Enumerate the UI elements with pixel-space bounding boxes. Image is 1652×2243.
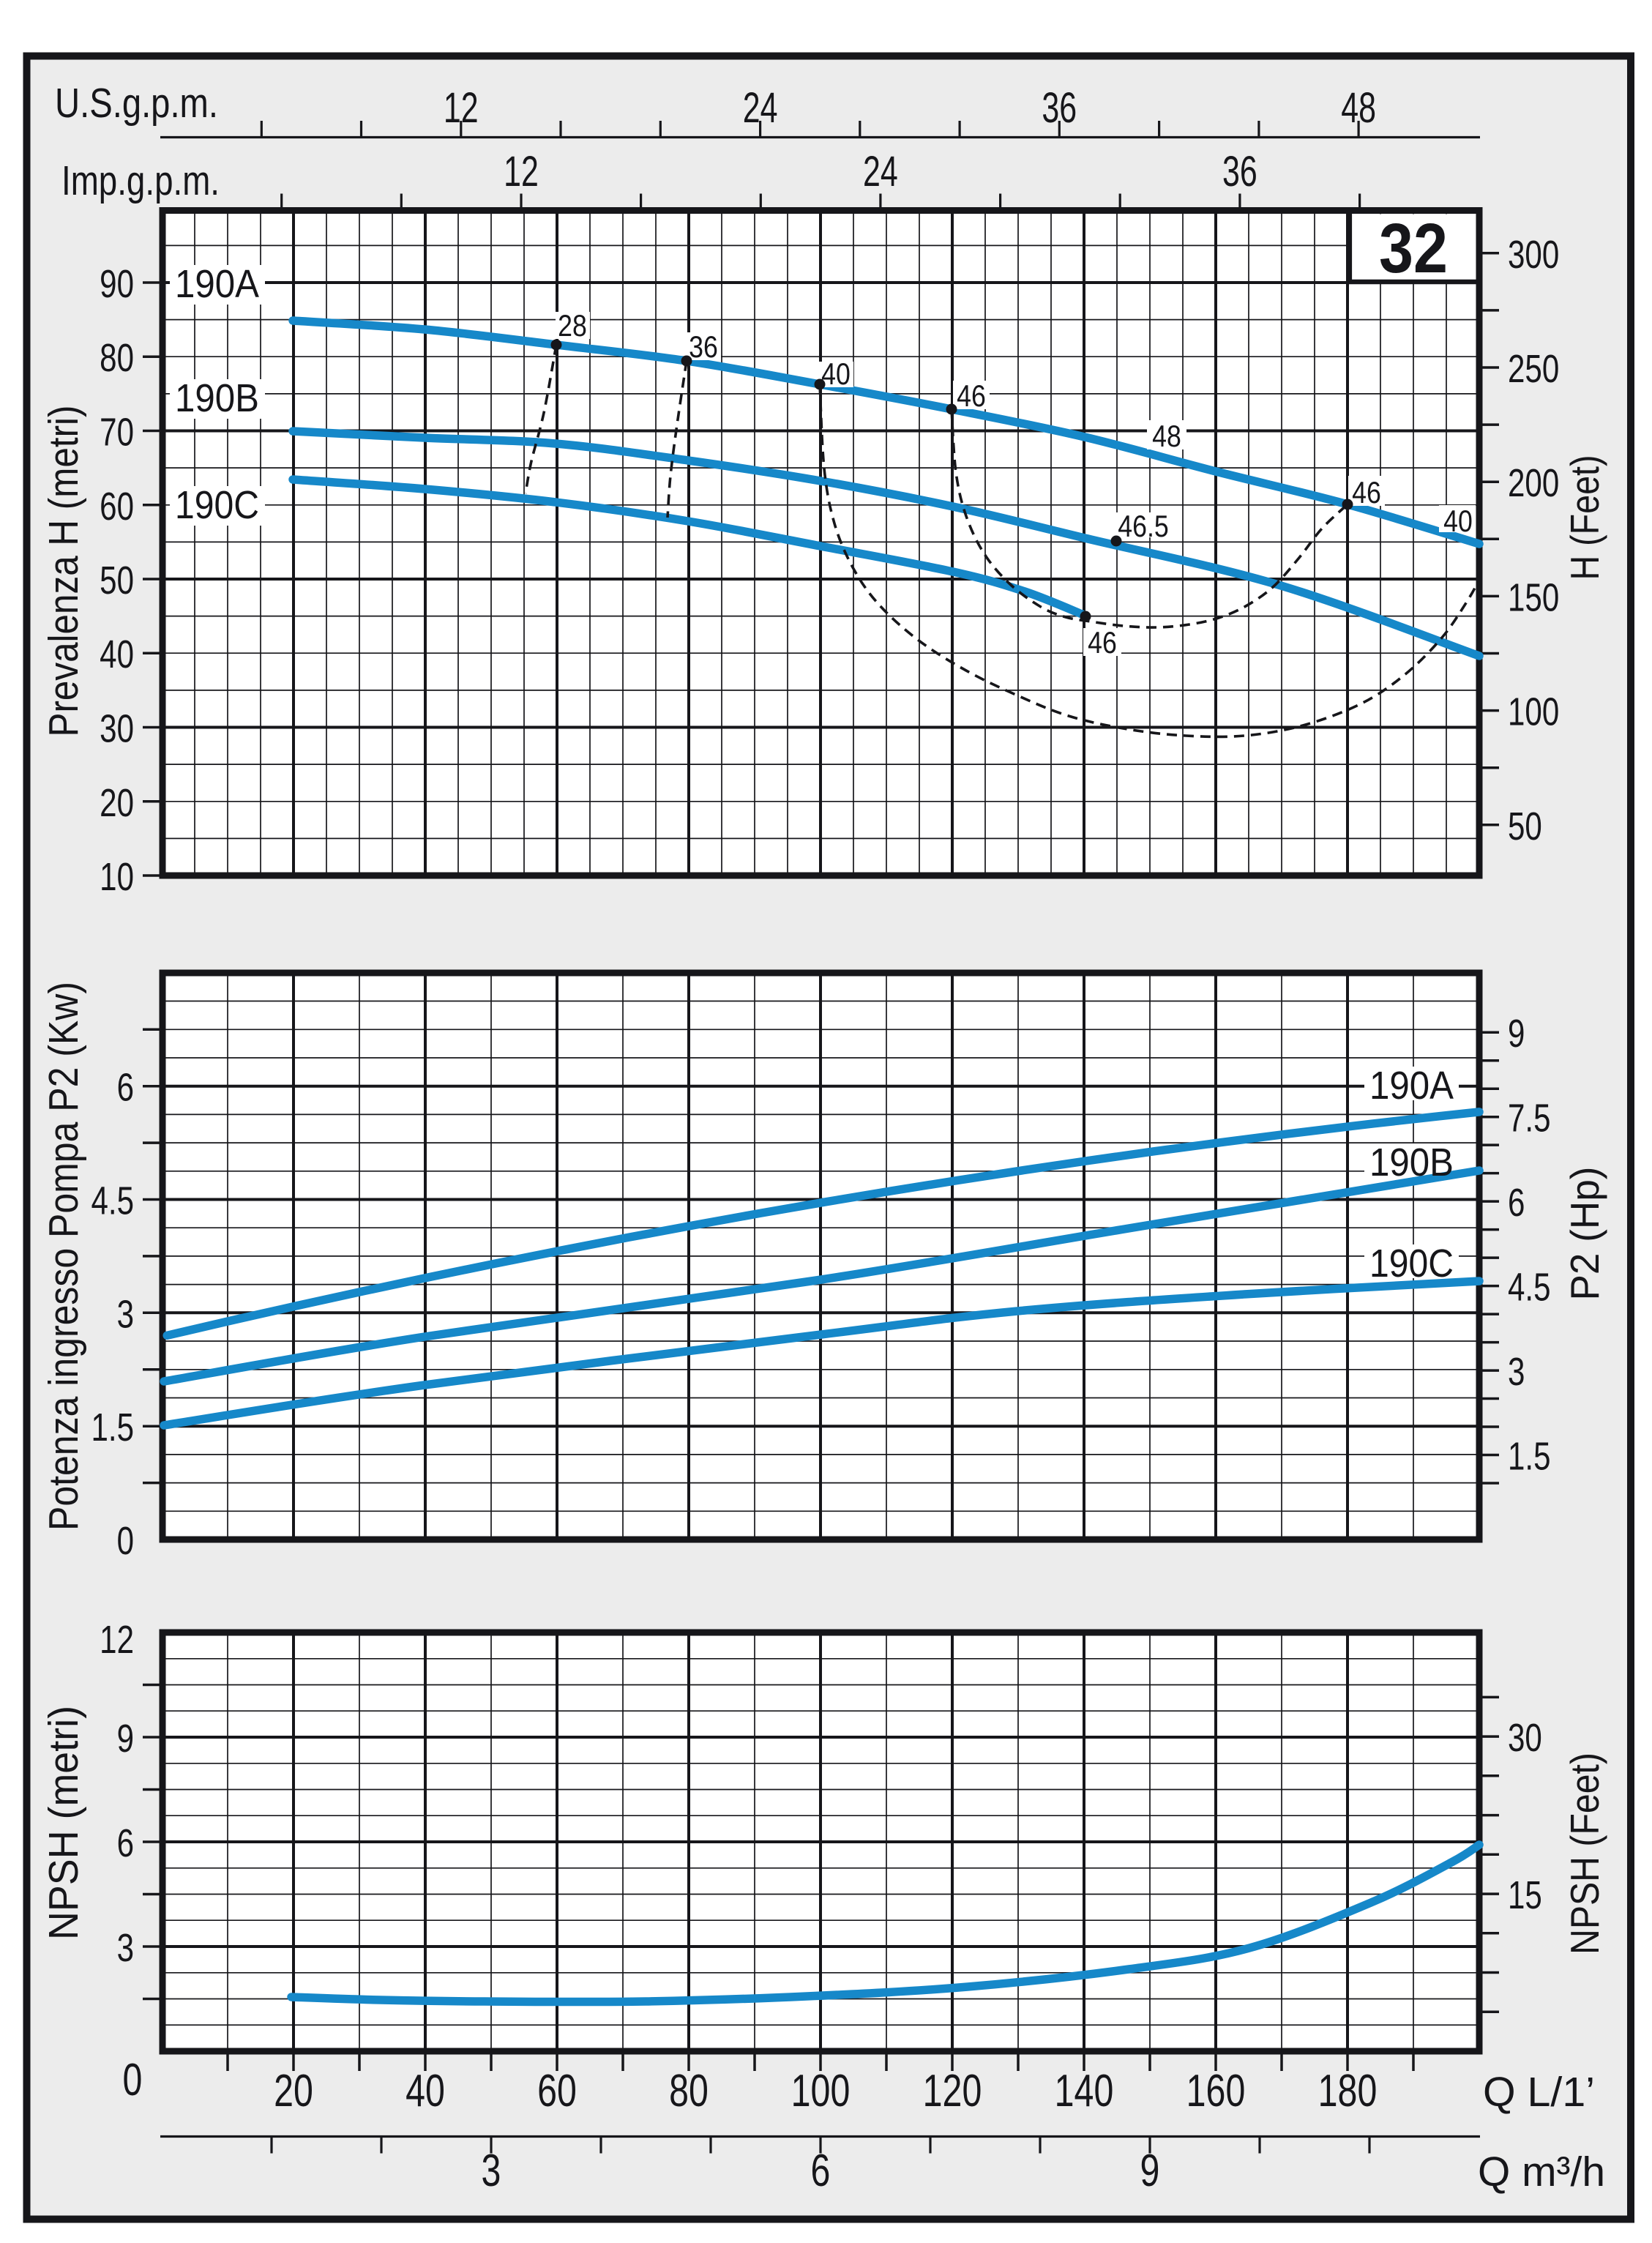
svg-text:9: 9 [117, 1717, 134, 1761]
svg-text:190A: 190A [175, 262, 259, 306]
svg-text:48: 48 [1152, 419, 1181, 453]
svg-text:6: 6 [117, 1821, 134, 1865]
svg-text:50: 50 [1508, 805, 1542, 848]
svg-text:1.5: 1.5 [91, 1406, 134, 1449]
svg-text:190C: 190C [1369, 1242, 1454, 1285]
svg-text:46: 46 [1352, 476, 1381, 510]
svg-text:36: 36 [1222, 148, 1257, 195]
svg-text:15: 15 [1508, 1873, 1542, 1917]
svg-text:30: 30 [100, 707, 134, 751]
svg-text:6: 6 [117, 1066, 134, 1110]
svg-text:U.S.g.p.m.: U.S.g.p.m. [55, 80, 218, 127]
svg-text:10: 10 [100, 855, 134, 899]
svg-text:46: 46 [957, 379, 986, 413]
svg-text:40: 40 [821, 357, 851, 391]
svg-text:300: 300 [1508, 233, 1559, 277]
svg-text:12: 12 [504, 148, 539, 195]
svg-text:4.5: 4.5 [91, 1179, 134, 1223]
svg-text:32: 32 [1379, 209, 1448, 288]
svg-text:12: 12 [100, 1618, 134, 1662]
svg-text:48: 48 [1341, 84, 1376, 132]
svg-text:190B: 190B [175, 376, 259, 420]
svg-text:190A: 190A [1369, 1064, 1454, 1108]
svg-text:Imp.g.p.m.: Imp.g.p.m. [61, 157, 220, 204]
svg-text:Q m³/h: Q m³/h [1478, 2149, 1605, 2195]
svg-text:7.5: 7.5 [1508, 1097, 1551, 1141]
svg-text:70: 70 [100, 411, 134, 455]
svg-text:24: 24 [743, 84, 778, 132]
svg-text:190C: 190C [175, 483, 259, 527]
svg-text:200: 200 [1508, 461, 1559, 505]
svg-text:12: 12 [444, 84, 479, 132]
svg-text:3: 3 [117, 1926, 134, 1970]
svg-text:Prevalenza H (metri): Prevalenza H (metri) [40, 406, 87, 737]
svg-text:NPSH (metri): NPSH (metri) [40, 1706, 87, 1940]
svg-text:30: 30 [1508, 1716, 1542, 1760]
svg-text:P2 (Hp): P2 (Hp) [1562, 1167, 1607, 1301]
svg-text:80: 80 [100, 336, 134, 380]
svg-text:3: 3 [482, 2145, 501, 2195]
svg-text:4.5: 4.5 [1508, 1266, 1551, 1310]
svg-text:40: 40 [405, 2065, 445, 2116]
svg-text:Potenza ingresso Pompa P2 (Kw): Potenza ingresso Pompa P2 (Kw) [40, 982, 87, 1531]
svg-text:46: 46 [1088, 626, 1117, 660]
svg-text:6: 6 [1508, 1181, 1525, 1225]
svg-text:40: 40 [100, 632, 134, 676]
svg-text:120: 120 [923, 2065, 982, 2116]
svg-text:0: 0 [117, 1519, 134, 1563]
svg-text:180: 180 [1318, 2065, 1378, 2116]
svg-text:250: 250 [1508, 347, 1559, 391]
svg-text:9: 9 [1140, 2145, 1160, 2195]
svg-text:140: 140 [1055, 2065, 1114, 2116]
svg-text:20: 20 [274, 2065, 313, 2116]
svg-text:150: 150 [1508, 575, 1559, 619]
svg-text:80: 80 [669, 2065, 709, 2116]
svg-text:0: 0 [123, 2054, 143, 2105]
svg-text:H (Feet): H (Feet) [1562, 455, 1607, 581]
svg-text:6: 6 [811, 2145, 831, 2195]
svg-text:24: 24 [863, 148, 898, 195]
svg-text:190B: 190B [1369, 1141, 1454, 1184]
svg-text:Q L/1’: Q L/1’ [1483, 2069, 1595, 2116]
svg-text:50: 50 [100, 559, 134, 602]
svg-text:9: 9 [1508, 1012, 1525, 1056]
svg-text:60: 60 [537, 2065, 577, 2116]
svg-text:60: 60 [100, 485, 134, 529]
svg-text:36: 36 [1042, 84, 1077, 132]
svg-text:3: 3 [117, 1292, 134, 1336]
svg-text:46.5: 46.5 [1118, 510, 1168, 543]
svg-text:28: 28 [558, 309, 587, 343]
svg-text:3: 3 [1508, 1350, 1525, 1394]
svg-text:NPSH (Feet): NPSH (Feet) [1562, 1753, 1607, 1955]
svg-text:36: 36 [689, 330, 718, 364]
svg-text:20: 20 [100, 781, 134, 825]
svg-text:160: 160 [1186, 2065, 1246, 2116]
svg-text:90: 90 [100, 262, 134, 306]
svg-text:40: 40 [1443, 504, 1473, 538]
svg-text:100: 100 [1508, 690, 1559, 734]
svg-text:100: 100 [791, 2065, 851, 2116]
svg-text:1.5: 1.5 [1508, 1435, 1551, 1479]
